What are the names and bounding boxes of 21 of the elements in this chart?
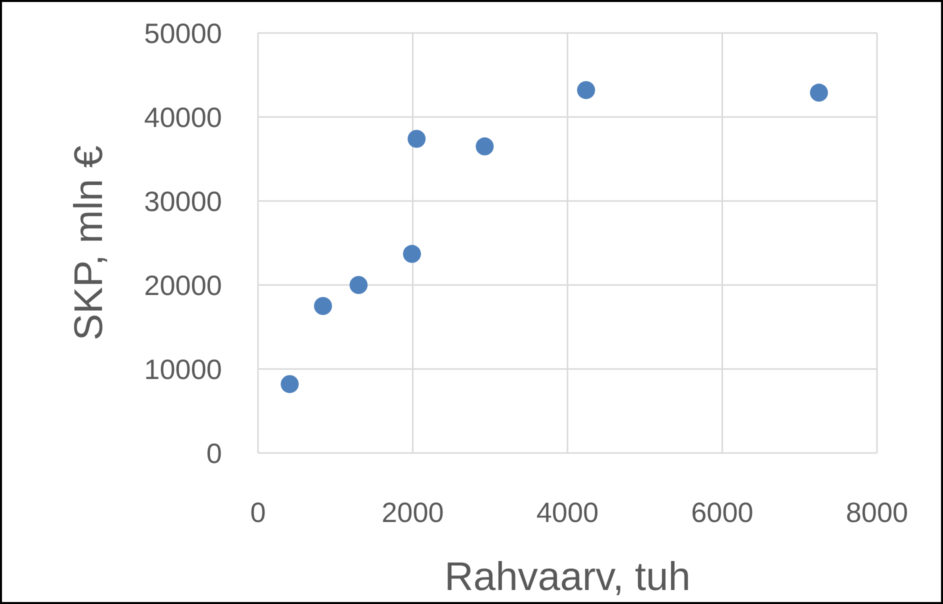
y-tick-label: 0 xyxy=(206,438,222,469)
y-tick-label: 30000 xyxy=(144,186,222,217)
point xyxy=(350,276,368,294)
y-tick-label: 50000 xyxy=(144,18,222,49)
x-tick-label: 0 xyxy=(250,497,266,528)
point xyxy=(408,130,426,148)
y-tick-label: 10000 xyxy=(144,354,222,385)
point xyxy=(810,84,828,102)
x-tick-label: 6000 xyxy=(691,497,754,528)
point xyxy=(314,297,332,315)
point xyxy=(577,81,596,100)
point xyxy=(402,244,421,263)
x-tick-label: 2000 xyxy=(382,497,444,528)
x-axis-title: Rahvaarv, tuh xyxy=(444,555,691,599)
point xyxy=(476,137,494,156)
point xyxy=(280,375,299,394)
y-tick-label: 40000 xyxy=(144,102,222,133)
x-tick-label: 8000 xyxy=(846,497,908,528)
y-axis-title: SKP, mln € xyxy=(67,146,111,340)
x-tick-label: 4000 xyxy=(536,497,599,528)
y-tick-label: 20000 xyxy=(144,270,222,301)
